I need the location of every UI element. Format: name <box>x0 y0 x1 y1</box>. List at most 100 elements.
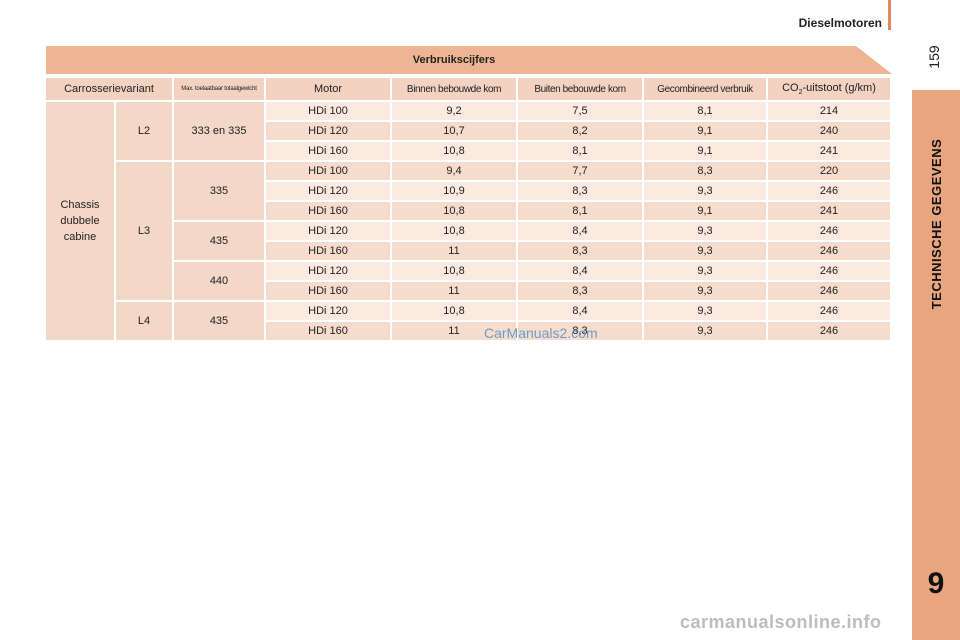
table-row: HDi 160 10,8 8,1 9,1 241 <box>46 142 892 160</box>
urban-cell: 10,9 <box>392 182 518 200</box>
co2-cell: 241 <box>768 202 892 220</box>
extra-urban-cell: 8,3 <box>518 182 644 200</box>
extra-urban-cell: 8,4 <box>518 222 644 240</box>
engine-cell: HDi 120 <box>266 122 392 140</box>
table-row: HDi 120 10,9 8,3 9,3 246 <box>46 182 892 200</box>
chapter-number-box: 9 <box>912 558 960 640</box>
co2-cell: 246 <box>768 322 892 340</box>
table-row: HDi 160 11 8,3 9,3 246 <box>46 322 892 340</box>
engine-cell: HDi 160 <box>266 142 392 160</box>
co2-cell: 246 <box>768 262 892 280</box>
body-variant-line: Chassis <box>60 199 100 211</box>
co2-suffix: -uitstoot (g/km) <box>802 81 876 94</box>
table-row: 435 HDi 120 10,8 8,4 9,3 246 <box>46 222 892 260</box>
length-cell: L3 <box>116 162 174 300</box>
engine-cell: HDi 100 <box>266 162 392 180</box>
urban-cell: 11 <box>392 322 518 340</box>
extra-urban-cell: 8,4 <box>518 262 644 280</box>
urban-cell: 11 <box>392 242 518 260</box>
urban-cell: 11 <box>392 282 518 300</box>
extra-urban-cell: 8,3 <box>518 322 644 340</box>
combined-cell: 9,1 <box>644 202 768 220</box>
extra-urban-cell: 7,7 <box>518 162 644 180</box>
urban-cell: 10,8 <box>392 142 518 160</box>
combined-cell: 8,1 <box>644 102 768 120</box>
engine-cell: HDi 120 <box>266 262 392 280</box>
column-header-urban: Binnen bebouwde kom <box>392 78 518 100</box>
urban-cell: 9,4 <box>392 162 518 180</box>
co2-cell: 246 <box>768 282 892 300</box>
watermark-carmanualsonline: carmanualsonline.info <box>680 612 882 632</box>
chapter-side-tab: TECHNISCHE GEGEVENS <box>912 90 960 558</box>
section-title: Dieselmotoren <box>798 16 882 30</box>
urban-cell: 9,2 <box>392 102 518 120</box>
co2-cell: 240 <box>768 122 892 140</box>
co2-prefix: CO <box>782 81 799 94</box>
body-variant-line: cabine <box>63 231 97 243</box>
co2-cell: 246 <box>768 222 892 240</box>
column-header-extra-urban: Buiten bebouwde kom <box>518 78 644 100</box>
urban-cell: 10,8 <box>392 302 518 320</box>
body-variant-cell: Chassis dubbele cabine <box>46 102 116 340</box>
co2-cell: 241 <box>768 142 892 160</box>
co2-cell: 246 <box>768 242 892 260</box>
combined-cell: 9,1 <box>644 142 768 160</box>
table-row: L4 435 HDi 120 10,8 8,4 9,3 246 <box>46 302 892 340</box>
co2-cell: 246 <box>768 302 892 320</box>
extra-urban-cell: 8,4 <box>518 302 644 320</box>
extra-urban-cell: 8,3 <box>518 282 644 300</box>
watermark-carmanuals2: CarManuals2.com <box>484 325 598 341</box>
table-row: L3 335 HDi 100 9,4 7,7 8,3 220 <box>46 162 892 300</box>
combined-cell: 9,3 <box>644 322 768 340</box>
engine-cell: HDi 160 <box>266 242 392 260</box>
table-row: HDi 160 11 8,3 9,3 246 <box>46 242 892 260</box>
column-header-body: Carrosserievariant <box>46 78 174 100</box>
table-row: HDi 120 10,7 8,2 9,1 240 <box>46 122 892 140</box>
combined-cell: 9,3 <box>644 242 768 260</box>
weight-cell: 435 <box>174 302 266 340</box>
combined-cell: 9,3 <box>644 262 768 280</box>
consumption-table: Carrosserievariant Max. toelaatbaar tota… <box>46 76 892 342</box>
extra-urban-cell: 8,1 <box>518 202 644 220</box>
weight-cell: 335 <box>174 162 266 220</box>
urban-cell: 10,8 <box>392 222 518 240</box>
urban-cell: 10,8 <box>392 202 518 220</box>
column-header-combined: Gecombineerd verbruik <box>644 78 768 100</box>
engine-cell: HDi 100 <box>266 102 392 120</box>
length-cell: L4 <box>116 302 174 340</box>
page-number: 159 <box>926 45 942 69</box>
co2-subscript: 2 <box>798 89 803 97</box>
length-cell: L2 <box>116 102 174 160</box>
table-row: 440 HDi 120 10,8 8,4 9,3 246 <box>46 262 892 300</box>
combined-cell: 9,3 <box>644 282 768 300</box>
engine-cell: HDi 160 <box>266 322 392 340</box>
engine-cell: HDi 160 <box>266 202 392 220</box>
combined-cell: 8,3 <box>644 162 768 180</box>
extra-urban-cell: 8,3 <box>518 242 644 260</box>
combined-cell: 9,3 <box>644 182 768 200</box>
weight-cell: 440 <box>174 262 266 300</box>
table-row: HDi 160 10,8 8,1 9,1 241 <box>46 202 892 220</box>
co2-cell: 220 <box>768 162 892 180</box>
column-header-co2: CO2-uitstoot (g/km) <box>768 78 892 100</box>
engine-cell: HDi 120 <box>266 182 392 200</box>
co2-cell: 214 <box>768 102 892 120</box>
table-row: HDi 160 11 8,3 9,3 246 <box>46 282 892 300</box>
engine-cell: HDi 160 <box>266 282 392 300</box>
table-title-band: Verbruikscijfers <box>46 46 892 74</box>
table-title: Verbruikscijfers <box>412 54 496 66</box>
body-variant-line: dubbele <box>60 215 100 227</box>
combined-cell: 9,3 <box>644 222 768 240</box>
engine-cell: HDi 120 <box>266 222 392 240</box>
combined-cell: 9,1 <box>644 122 768 140</box>
chapter-number: 9 <box>927 567 945 600</box>
column-header-engine: Motor <box>266 78 392 100</box>
combined-cell: 9,3 <box>644 302 768 320</box>
extra-urban-cell: 7,5 <box>518 102 644 120</box>
column-header-gross-weight: Max. toelaatbaar totaalgewicht <box>174 78 266 100</box>
urban-cell: 10,8 <box>392 262 518 280</box>
table-row: Chassis dubbele cabine L2 333 en 335 HDi… <box>46 102 892 340</box>
weight-cell: 435 <box>174 222 266 260</box>
extra-urban-cell: 8,1 <box>518 142 644 160</box>
chapter-label: TECHNISCHE GEGEVENS <box>928 138 944 310</box>
